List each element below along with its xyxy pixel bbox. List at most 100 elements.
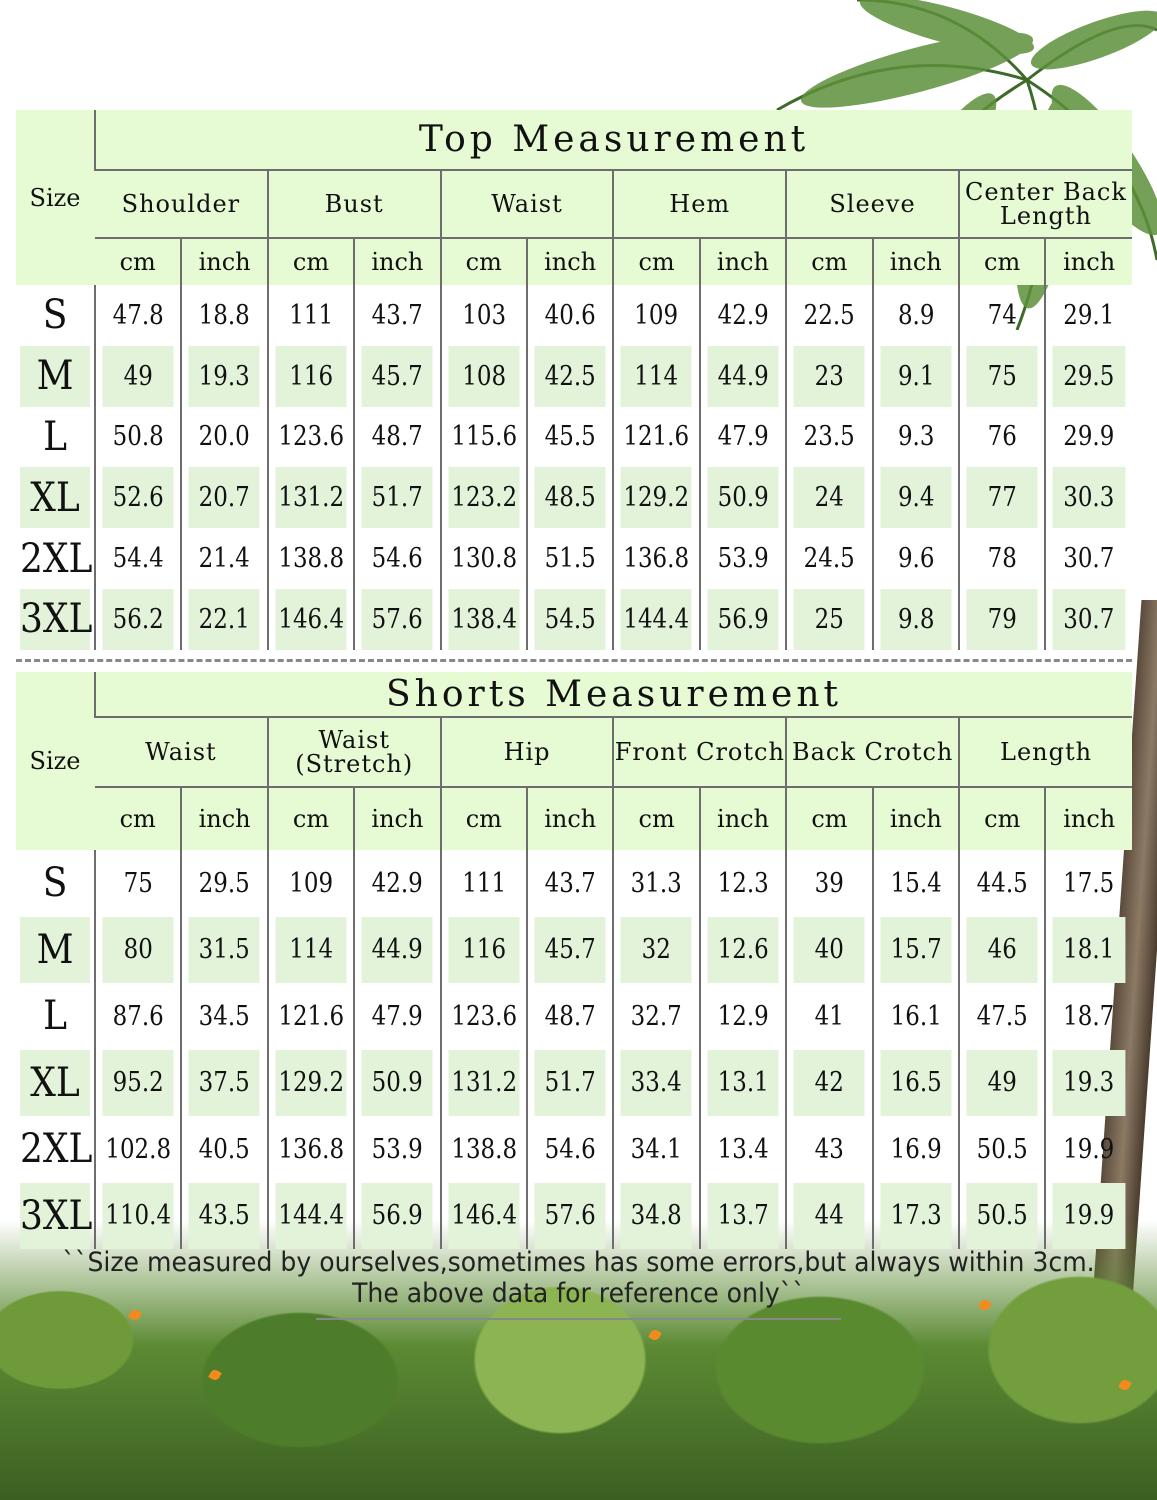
column-header: Waist (Stretch)	[266, 717, 441, 788]
value-cell: 32	[619, 916, 694, 983]
value-cell: 121.6	[273, 983, 348, 1050]
table-row: XL 52.6 20.7 131.2 51.7 123.2 48.5 129.2 50.9 24 9…	[16, 467, 1132, 529]
value-cell: 16.1	[878, 983, 953, 1050]
value-cell: 19.9	[1051, 1116, 1126, 1183]
value-cell: 76	[964, 406, 1039, 468]
unit-inch: inch	[1044, 787, 1132, 850]
flower-icon	[648, 1328, 662, 1342]
value-cell: 75	[964, 345, 1039, 407]
value-cell: 40.6	[532, 285, 607, 346]
unit-cm: cm	[439, 238, 527, 285]
value-cell: 50.8	[100, 406, 175, 468]
unit-cm: cm	[266, 238, 355, 285]
value-cell: 43.7	[532, 850, 607, 917]
value-cell: 56.2	[100, 588, 175, 650]
value-cell: 75	[100, 850, 175, 917]
value-cell: 29.5	[187, 850, 262, 917]
table-title: Top Measurement	[94, 110, 1132, 171]
value-cell: 22.1	[187, 588, 262, 650]
value-cell: 43.5	[187, 1182, 262, 1249]
value-cell: 144.4	[618, 588, 694, 650]
value-cell: 144.4	[273, 1182, 348, 1249]
value-cell: 9.4	[878, 467, 953, 529]
value-cell: 29.5	[1050, 345, 1126, 407]
value-cell: 29.1	[1050, 285, 1126, 346]
value-cell: 24.5	[791, 528, 867, 589]
value-cell: 102.8	[100, 1116, 175, 1183]
unit-cm: cm	[266, 787, 355, 850]
value-cell: 52.6	[100, 467, 175, 529]
value-cell: 109	[618, 285, 694, 346]
jungle-plants-image	[0, 1220, 1157, 1500]
value-cell: 111	[446, 850, 521, 917]
value-cell: 13.7	[705, 1182, 780, 1249]
value-cell: 30.3	[1050, 467, 1126, 529]
size-cell: 3XL	[19, 588, 92, 650]
value-cell: 18.1	[1051, 916, 1126, 983]
value-cell: 49	[100, 345, 175, 407]
unit-cm: cm	[439, 787, 528, 850]
value-cell: 12.3	[705, 850, 780, 917]
table-row: 2XL 54.4 21.4 138.8 54.6 130.8 51.5 136.8 53.9 24…	[16, 528, 1132, 589]
table-row: 3XL 56.2 22.1 146.4 57.6 138.4 54.5 144.4 56.9 25…	[16, 588, 1132, 650]
value-cell: 9.6	[878, 528, 953, 589]
table-title: Shorts Measurement	[94, 672, 1132, 718]
value-cell: 12.6	[705, 916, 780, 983]
unit-cm: cm	[785, 238, 873, 285]
value-cell: 42	[791, 1049, 867, 1116]
value-cell: 114	[273, 916, 348, 983]
value-cell: 43	[791, 1116, 867, 1183]
value-cell: 54.5	[532, 588, 607, 650]
table-row: 2XL 102.8 40.5 136.8 53.9 138.8 54.6 34.1 13.4 43…	[16, 1116, 1132, 1183]
value-cell: 41	[791, 983, 867, 1050]
value-cell: 53.9	[359, 1116, 435, 1183]
table-row: M 80 31.5 114 44.9 116 45.7 32 12.6 40 15.7 46 18.1	[16, 916, 1132, 983]
value-cell: 138.8	[446, 1116, 521, 1183]
value-cell: 37.5	[187, 1049, 262, 1116]
note-underline	[316, 1318, 841, 1320]
unit-inch: inch	[698, 238, 787, 285]
value-cell: 40.5	[187, 1116, 262, 1183]
value-cell: 146.4	[273, 588, 348, 650]
column-header: Bust	[266, 170, 441, 239]
value-cell: 45.7	[359, 345, 435, 407]
value-cell: 44.5	[964, 850, 1040, 917]
table-row: S 47.8 18.8 111 43.7 103 40.6 109 42.9 22.5 8.9 74 2…	[16, 285, 1132, 346]
size-cell: 2XL	[19, 1126, 93, 1173]
unit-cm: cm	[957, 238, 1046, 285]
value-cell: 50.9	[359, 1049, 435, 1116]
value-cell: 50.5	[964, 1116, 1040, 1183]
value-cell: 44	[791, 1182, 867, 1249]
flower-icon	[208, 1368, 222, 1382]
value-cell: 116	[273, 345, 348, 407]
section-divider	[16, 659, 1132, 662]
flower-icon	[1118, 1378, 1132, 1392]
value-cell: 77	[964, 467, 1039, 529]
value-cell: 123.6	[273, 406, 348, 468]
table-row: L 50.8 20.0 123.6 48.7 115.6 45.5 121.6 47.9 23.5…	[16, 406, 1132, 468]
value-cell: 47.5	[964, 983, 1040, 1050]
unit-inch: inch	[180, 238, 268, 285]
value-cell: 19.9	[1051, 1182, 1126, 1249]
value-cell: 16.9	[878, 1116, 953, 1183]
column-header: Sleeve	[785, 170, 959, 239]
value-cell: 47.8	[100, 285, 175, 346]
value-cell: 22.5	[791, 285, 867, 346]
value-cell: 30.7	[1050, 528, 1126, 589]
value-cell: 51.7	[359, 467, 435, 529]
value-cell: 19.3	[187, 345, 262, 407]
value-cell: 47.9	[705, 406, 780, 468]
value-cell: 23.5	[791, 406, 867, 468]
table-row: S 75 29.5 109 42.9 111 43.7 31.3 12.3 39 15.4 44.5 1…	[16, 850, 1132, 917]
column-header: Hip	[439, 717, 614, 788]
value-cell: 116	[446, 916, 521, 983]
value-cell: 54.6	[532, 1116, 607, 1183]
value-cell: 45.7	[532, 916, 607, 983]
value-cell: 123.2	[446, 467, 521, 529]
value-cell: 17.3	[878, 1182, 953, 1249]
size-header: Size	[16, 672, 96, 850]
column-header: Back Crotch	[785, 717, 960, 788]
value-cell: 39	[791, 850, 867, 917]
value-cell: 24	[791, 467, 867, 529]
value-cell: 146.4	[446, 1182, 521, 1249]
